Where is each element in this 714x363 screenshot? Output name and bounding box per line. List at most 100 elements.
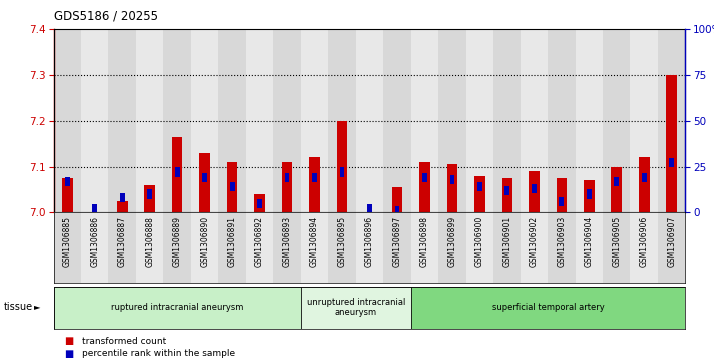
Bar — [273, 29, 301, 212]
Bar — [218, 29, 246, 212]
Bar — [658, 212, 685, 283]
Text: ■: ■ — [64, 349, 74, 359]
Bar — [556, 178, 567, 212]
Bar — [328, 29, 356, 212]
Bar — [254, 194, 265, 212]
Bar — [392, 187, 402, 212]
Text: GSM1306900: GSM1306900 — [475, 216, 484, 267]
Bar — [411, 29, 438, 212]
Text: GSM1306898: GSM1306898 — [420, 216, 429, 267]
Bar — [630, 212, 658, 283]
Bar — [175, 167, 180, 177]
Bar — [587, 189, 592, 199]
Bar — [199, 153, 210, 212]
Bar — [147, 189, 152, 199]
Bar — [356, 29, 383, 212]
Bar — [422, 173, 427, 182]
Text: superficial temporal artery: superficial temporal artery — [492, 303, 605, 312]
Bar — [411, 287, 685, 329]
Bar — [575, 29, 603, 212]
Bar — [340, 167, 344, 177]
Bar — [144, 185, 155, 212]
Bar — [54, 212, 81, 283]
Bar — [367, 204, 372, 213]
Bar — [584, 180, 595, 212]
Bar — [54, 287, 301, 329]
Bar — [246, 212, 273, 283]
Text: GSM1306903: GSM1306903 — [558, 216, 566, 267]
Text: GSM1306887: GSM1306887 — [118, 216, 126, 267]
Text: ruptured intracranial aneurysm: ruptured intracranial aneurysm — [111, 303, 243, 312]
Bar — [109, 212, 136, 283]
Bar — [218, 212, 246, 283]
Text: GSM1306895: GSM1306895 — [338, 216, 346, 267]
Text: GSM1306888: GSM1306888 — [145, 216, 154, 267]
Bar — [172, 137, 183, 212]
Bar — [466, 29, 493, 212]
Bar — [312, 173, 317, 182]
Text: GSM1306897: GSM1306897 — [393, 216, 401, 267]
Bar — [273, 212, 301, 283]
Bar — [109, 29, 136, 212]
Bar — [257, 199, 262, 208]
Text: GSM1306905: GSM1306905 — [613, 216, 621, 267]
Text: percentile rank within the sample: percentile rank within the sample — [82, 350, 235, 358]
Text: GDS5186 / 20255: GDS5186 / 20255 — [54, 9, 158, 22]
Bar — [477, 182, 482, 191]
Bar — [81, 212, 109, 283]
Bar — [450, 175, 454, 184]
Text: GSM1306890: GSM1306890 — [200, 216, 209, 267]
Bar — [62, 178, 73, 212]
Text: transformed count: transformed count — [82, 337, 166, 346]
Text: GSM1306902: GSM1306902 — [530, 216, 539, 267]
Bar — [493, 212, 521, 283]
Bar — [301, 287, 411, 329]
Bar — [337, 121, 347, 212]
Bar — [419, 162, 430, 212]
Text: GSM1306894: GSM1306894 — [310, 216, 319, 267]
Bar — [383, 29, 411, 212]
Bar — [532, 184, 537, 193]
Bar — [282, 162, 292, 212]
Bar — [658, 29, 685, 212]
Bar — [92, 204, 97, 213]
Bar — [136, 212, 164, 283]
Text: GSM1306891: GSM1306891 — [228, 216, 236, 267]
Text: GSM1306901: GSM1306901 — [503, 216, 511, 267]
Bar — [603, 29, 630, 212]
Bar — [395, 206, 399, 215]
Text: GSM1306889: GSM1306889 — [173, 216, 181, 267]
Bar — [611, 167, 622, 212]
Bar — [666, 75, 677, 212]
Bar — [639, 158, 650, 212]
Text: GSM1306885: GSM1306885 — [63, 216, 72, 267]
Text: GSM1306892: GSM1306892 — [255, 216, 264, 267]
Bar — [136, 29, 164, 212]
Bar — [81, 29, 109, 212]
Text: ►: ► — [34, 302, 41, 311]
Bar — [642, 173, 647, 182]
Bar — [559, 197, 564, 206]
Text: GSM1306896: GSM1306896 — [365, 216, 374, 267]
Text: GSM1306904: GSM1306904 — [585, 216, 594, 267]
Bar — [230, 182, 234, 191]
Bar — [603, 212, 630, 283]
Bar — [669, 158, 674, 167]
Text: unruptured intracranial
aneurysm: unruptured intracranial aneurysm — [306, 298, 405, 317]
Bar — [548, 212, 575, 283]
Bar — [328, 212, 356, 283]
Bar — [521, 212, 548, 283]
Bar — [117, 201, 128, 212]
Bar — [301, 212, 328, 283]
Bar — [383, 212, 411, 283]
Bar — [548, 29, 575, 212]
Bar — [120, 193, 125, 202]
Bar — [474, 176, 485, 212]
Text: GSM1306899: GSM1306899 — [448, 216, 456, 267]
Bar — [466, 212, 493, 283]
Bar — [246, 29, 273, 212]
Bar — [65, 177, 70, 186]
Bar — [54, 29, 81, 212]
Bar — [614, 177, 619, 186]
Text: GSM1306906: GSM1306906 — [640, 216, 649, 267]
